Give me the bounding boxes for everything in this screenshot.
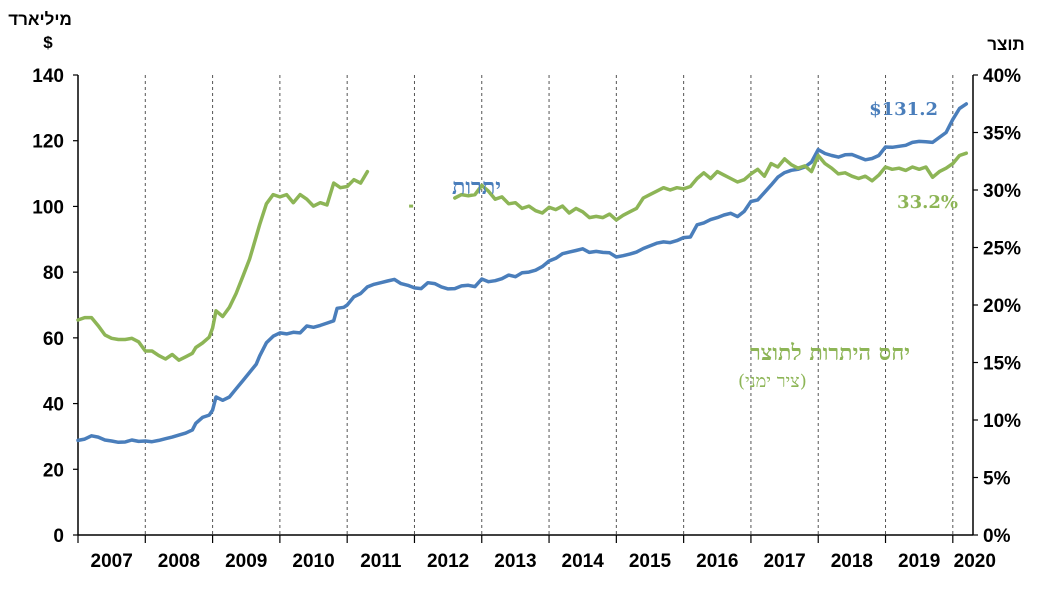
ratio-line [76,169,370,362]
right-tick-label: 20% [983,296,1021,317]
left-tick-label: 40 [43,395,64,416]
x-axis-ticks: 2007 2008 2009 2010 2011 2012 2013 2014 2015 2016… [77,535,996,572]
grid-lines [144,75,954,535]
x-tick-label: 2009 [225,551,267,572]
left-unit-currency: $ [43,33,53,52]
x-tick-label: 2010 [292,551,334,572]
reserves-end-value: $131.2 [869,99,938,120]
x-tick-label: 2017 [763,551,805,572]
x-tick-label: 2014 [562,551,605,572]
left-tick-label: 0 [53,526,64,547]
left-unit-label: מיליארד [8,10,72,29]
series-lines [76,102,969,445]
x-tick-label: 2007 [91,551,133,572]
right-unit-label: תוצר [987,35,1024,54]
reserves-line [76,102,969,445]
right-tick-label: 30% [983,181,1021,202]
right-tick-label: 5% [983,469,1011,490]
left-tick-label: 120 [32,132,64,153]
reserves-series-label: יתרות [452,174,501,200]
right-tick-label: 10% [983,411,1021,432]
x-tick-label: 2018 [831,551,873,572]
ratio-end-value: 33.2% [897,192,958,213]
x-tick-label: 2020 [954,551,996,572]
x-tick-label: 2012 [427,551,469,572]
ratio-series-label: יחס היתרות לתוצר [750,340,910,366]
x-tick-label: 2016 [696,551,738,572]
x-tick-label: 2015 [629,551,672,572]
right-tick-label: 0% [983,526,1011,547]
right-tick-label: 15% [983,354,1021,375]
left-axis-ticks: 0 20 40 60 80 100 120 140 [32,66,78,547]
left-tick-label: 140 [32,66,64,87]
right-axis-ticks: 0% 5% 10% 15% 20% 25% 30% 35% 40% [973,66,1021,547]
ratio-line-continued [453,151,969,222]
right-tick-label: 35% [983,124,1021,145]
left-tick-label: 100 [32,197,64,218]
right-tick-label: 40% [983,66,1021,87]
x-tick-label: 2013 [494,551,536,572]
x-tick-label: 2011 [360,551,402,572]
left-tick-label: 60 [43,329,64,350]
left-tick-label: 20 [43,460,64,481]
ratio-series-sublabel: (ציר ימני) [738,371,807,392]
right-tick-label: 25% [983,239,1021,260]
x-tick-label: 2008 [158,551,200,572]
x-tick-label: 2019 [898,551,940,572]
left-tick-label: 80 [43,263,64,284]
